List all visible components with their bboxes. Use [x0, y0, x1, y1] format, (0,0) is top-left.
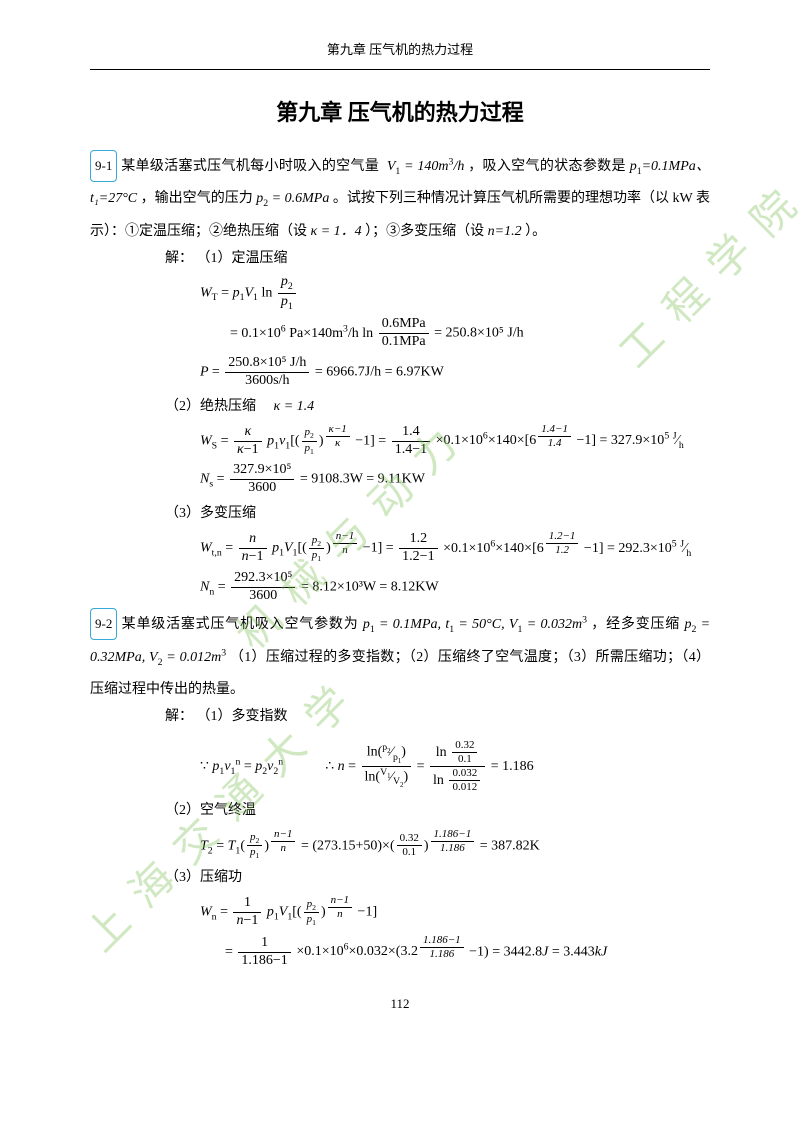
problem-tag-9-2: 9-2	[90, 608, 117, 640]
solution-2-3: （3）压缩功	[165, 865, 710, 890]
problem-tag-9-1: 9-1	[90, 150, 117, 182]
math-p1: p1=0.1MPa、	[630, 159, 710, 174]
math-params1: p1 = 0.1MPa, t1 = 50°C, V1 = 0.032m3	[363, 617, 587, 632]
equation-wt: WT = p1V1 ln p2p1	[200, 274, 710, 312]
equation-ws: WS = κκ−1 p1v1[(p2p1)κ−1κ −1] = 1.41.4−1…	[200, 423, 710, 459]
solution-1-start: 解： （1）定温压缩	[165, 248, 710, 270]
solution-2-2: （2）空气终温	[165, 798, 710, 823]
problem-1-statement: 9-1 某单级活塞式压气机每小时吸入的空气量 V1 = 140m3/h ，吸入空…	[90, 150, 710, 248]
solution-1-2: （2）绝热压缩 κ = 1.4	[165, 394, 710, 419]
equation-wt-2: = 0.1×106 Pa×140m3/h ln 0.6MPa0.1MPa = 2…	[230, 316, 710, 351]
chapter-title: 第九章 压气机的热力过程	[90, 95, 710, 130]
equation-p: P = 250.8×10⁵ J/h3600s/h = 6966.7J/h = 6…	[200, 355, 710, 390]
math-t1: t₁=27°C	[90, 191, 137, 206]
solution-2-start: 解： （1）多变指数	[165, 706, 710, 728]
equation-wtn: Wt,n = nn−1 p1V1[(p2p1)n−1n −1] = 1.21.2…	[200, 530, 710, 566]
math-n: n=1.2	[488, 224, 522, 239]
equation-ns: Ns = 327.9×10⁵3600 = 9108.3W = 9.11KW	[200, 462, 710, 497]
solution-1-3: （3）多变压缩	[165, 501, 710, 526]
equation-nn: Nn = 292.3×10⁵3600 = 8.12×10³W = 8.12KW	[200, 570, 710, 605]
equation-2-3a: Wn = 1n−1 p1V1[(p2p1)n−1n −1]	[200, 894, 710, 930]
equation-2-1: ∵ p1v1n = p2v2n ∴ n = ln(p2⁄p1) ln(V1⁄V2…	[200, 739, 710, 795]
page-number: 112	[90, 994, 710, 1015]
header-rule	[90, 69, 710, 70]
math-p2: p2 = 0.6MPa	[256, 191, 329, 206]
math-kappa: κ = 1．4	[311, 224, 362, 239]
math-v1: V1 = 140m3/h	[383, 159, 464, 174]
problem-2-statement: 9-2 某单级活塞式压气机吸入空气参数为 p1 = 0.1MPa, t1 = 5…	[90, 608, 710, 706]
page-header: 第九章 压气机的热力过程	[90, 40, 710, 61]
equation-2-2: T2 = T1(p2p1)n−1n = (273.15+50)×(0.320.1…	[200, 828, 710, 861]
equation-2-3b: = 11.186−1 ×0.1×106×0.032×(3.21.186−11.1…	[225, 934, 710, 970]
